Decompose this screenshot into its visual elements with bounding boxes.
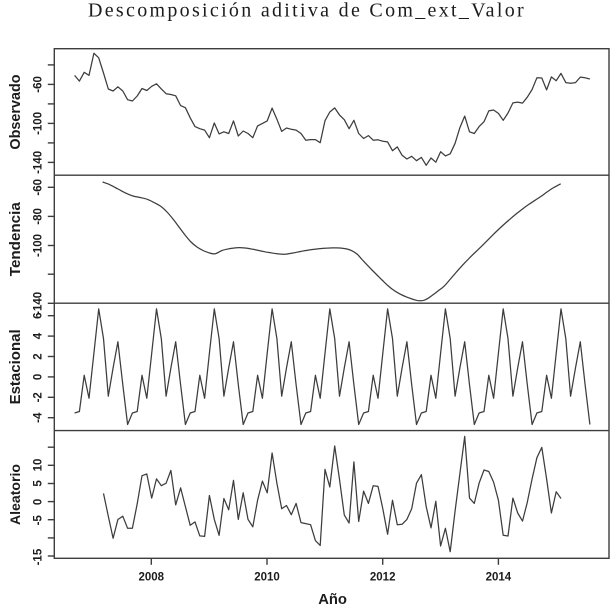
svg-text:6: 6 — [33, 312, 45, 318]
svg-text:-5: -5 — [33, 515, 45, 526]
svg-text:2008: 2008 — [139, 572, 165, 584]
svg-text:-60: -60 — [33, 76, 45, 93]
svg-text:Estacional: Estacional — [7, 329, 24, 404]
svg-text:-100: -100 — [33, 112, 45, 135]
svg-text:-4: -4 — [33, 412, 45, 423]
svg-text:0: 0 — [33, 374, 45, 380]
svg-text:2: 2 — [33, 353, 45, 359]
svg-text:Observado: Observado — [8, 74, 24, 149]
svg-text:-60: -60 — [33, 179, 45, 196]
svg-text:4: 4 — [33, 332, 45, 339]
svg-text:Aleatorio: Aleatorio — [7, 464, 23, 525]
svg-text:2012: 2012 — [370, 572, 396, 584]
svg-text:-15: -15 — [33, 548, 45, 565]
svg-text:Descomposición aditiva de Com_: Descomposición aditiva de Com_ext_Valor — [88, 0, 526, 22]
svg-text:-140: -140 — [33, 151, 45, 174]
svg-text:-100: -100 — [33, 234, 45, 257]
svg-text:-80: -80 — [33, 208, 45, 225]
svg-text:2010: 2010 — [254, 572, 280, 584]
svg-text:2014: 2014 — [486, 572, 512, 584]
svg-text:5: 5 — [33, 480, 45, 487]
svg-text:Año: Año — [318, 592, 347, 608]
svg-text:Tendencia: Tendencia — [7, 202, 24, 277]
svg-text:0: 0 — [33, 499, 45, 505]
svg-text:-140: -140 — [33, 292, 45, 315]
svg-text:10: 10 — [33, 459, 45, 472]
svg-text:-2: -2 — [33, 392, 45, 402]
